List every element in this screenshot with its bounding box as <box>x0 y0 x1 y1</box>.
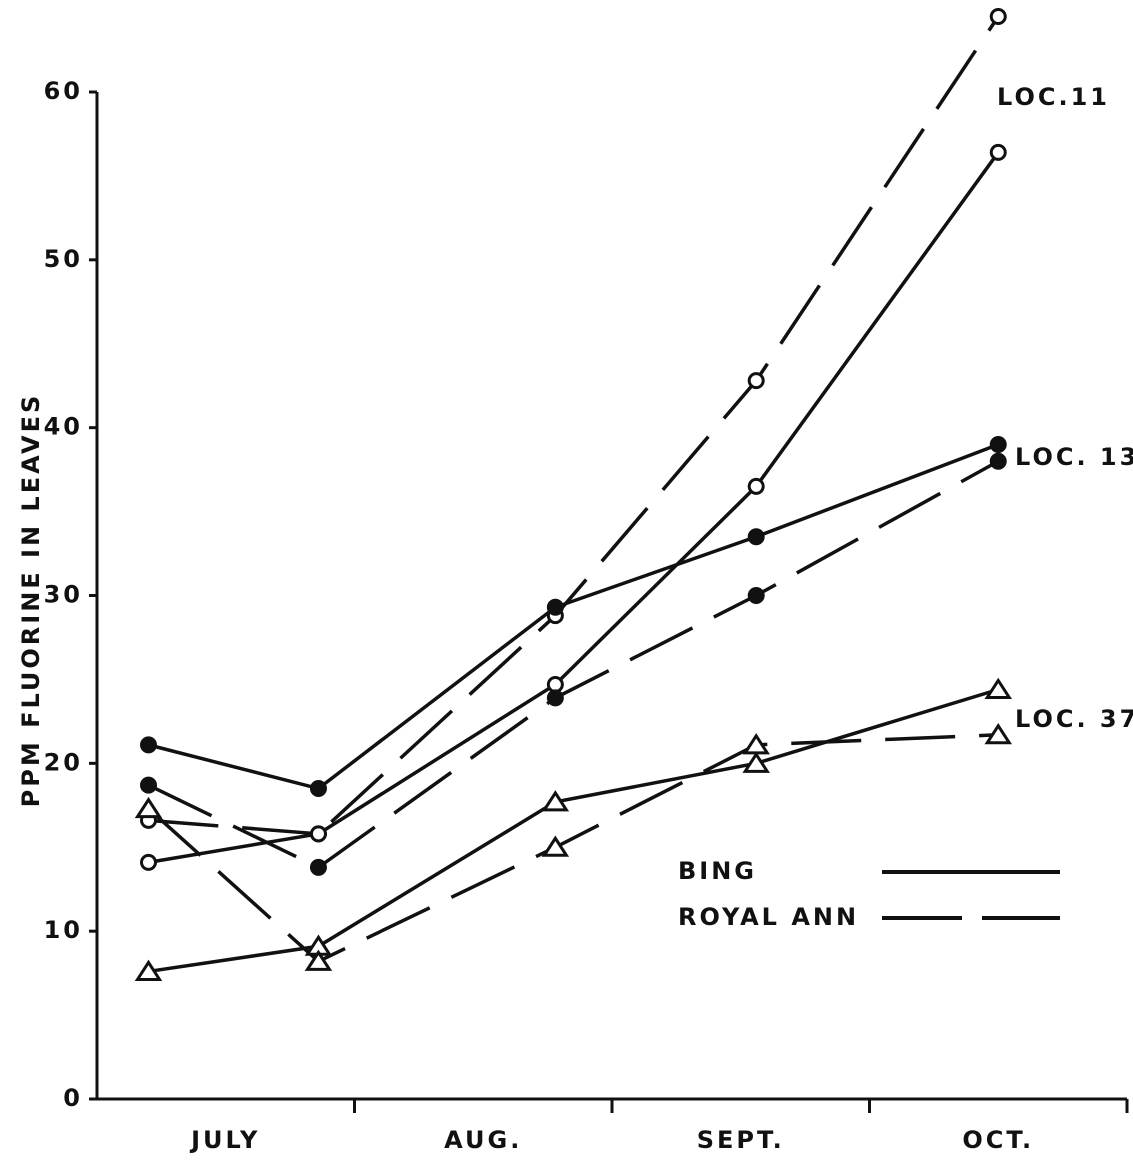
y-axis-label: PPM FLUORINE IN LEAVES <box>17 393 45 808</box>
series-line <box>148 151 1000 865</box>
marker <box>742 733 770 755</box>
marker <box>747 528 765 546</box>
x-tick-label: OCT. <box>962 1126 1034 1154</box>
marker <box>984 677 1013 699</box>
marker <box>309 825 327 843</box>
location-label: LOC. 37 <box>1015 705 1133 733</box>
marker <box>546 675 564 693</box>
y-tick-label: 60 <box>44 77 83 105</box>
marker <box>742 751 770 773</box>
y-tick-label: 30 <box>44 581 83 609</box>
marker <box>140 853 157 871</box>
marker <box>134 959 163 981</box>
marker <box>747 372 765 390</box>
marker <box>989 143 1007 161</box>
marker <box>989 435 1007 453</box>
marker <box>546 598 564 616</box>
marker <box>546 689 564 707</box>
y-tick-label: 50 <box>44 245 83 273</box>
marker <box>747 477 765 495</box>
y-tick-label: 40 <box>44 413 83 441</box>
x-tick-label: JULY <box>189 1126 260 1154</box>
y-tick-label: 0 <box>63 1084 83 1112</box>
marker <box>140 776 157 794</box>
legend-label: BING <box>678 857 757 885</box>
marker <box>989 452 1007 470</box>
series-line <box>148 15 1000 836</box>
marker <box>140 736 157 754</box>
location-label: LOC. 13 <box>1015 443 1133 471</box>
x-tick-label: SEPT. <box>697 1126 785 1154</box>
marker <box>989 7 1007 25</box>
marker <box>304 949 333 971</box>
marker <box>984 723 1013 745</box>
marker <box>747 587 765 604</box>
marker <box>541 835 570 857</box>
location-label: LOC.11 <box>997 83 1110 111</box>
x-tick-label: AUG. <box>444 1126 522 1154</box>
y-tick-label: 20 <box>44 748 83 776</box>
series-line <box>148 442 999 791</box>
marker <box>541 790 570 812</box>
marker <box>134 796 163 819</box>
marker <box>309 780 327 798</box>
y-tick-label: 10 <box>44 916 83 944</box>
legend-label: ROYAL ANN <box>678 903 859 931</box>
marker <box>309 858 327 876</box>
